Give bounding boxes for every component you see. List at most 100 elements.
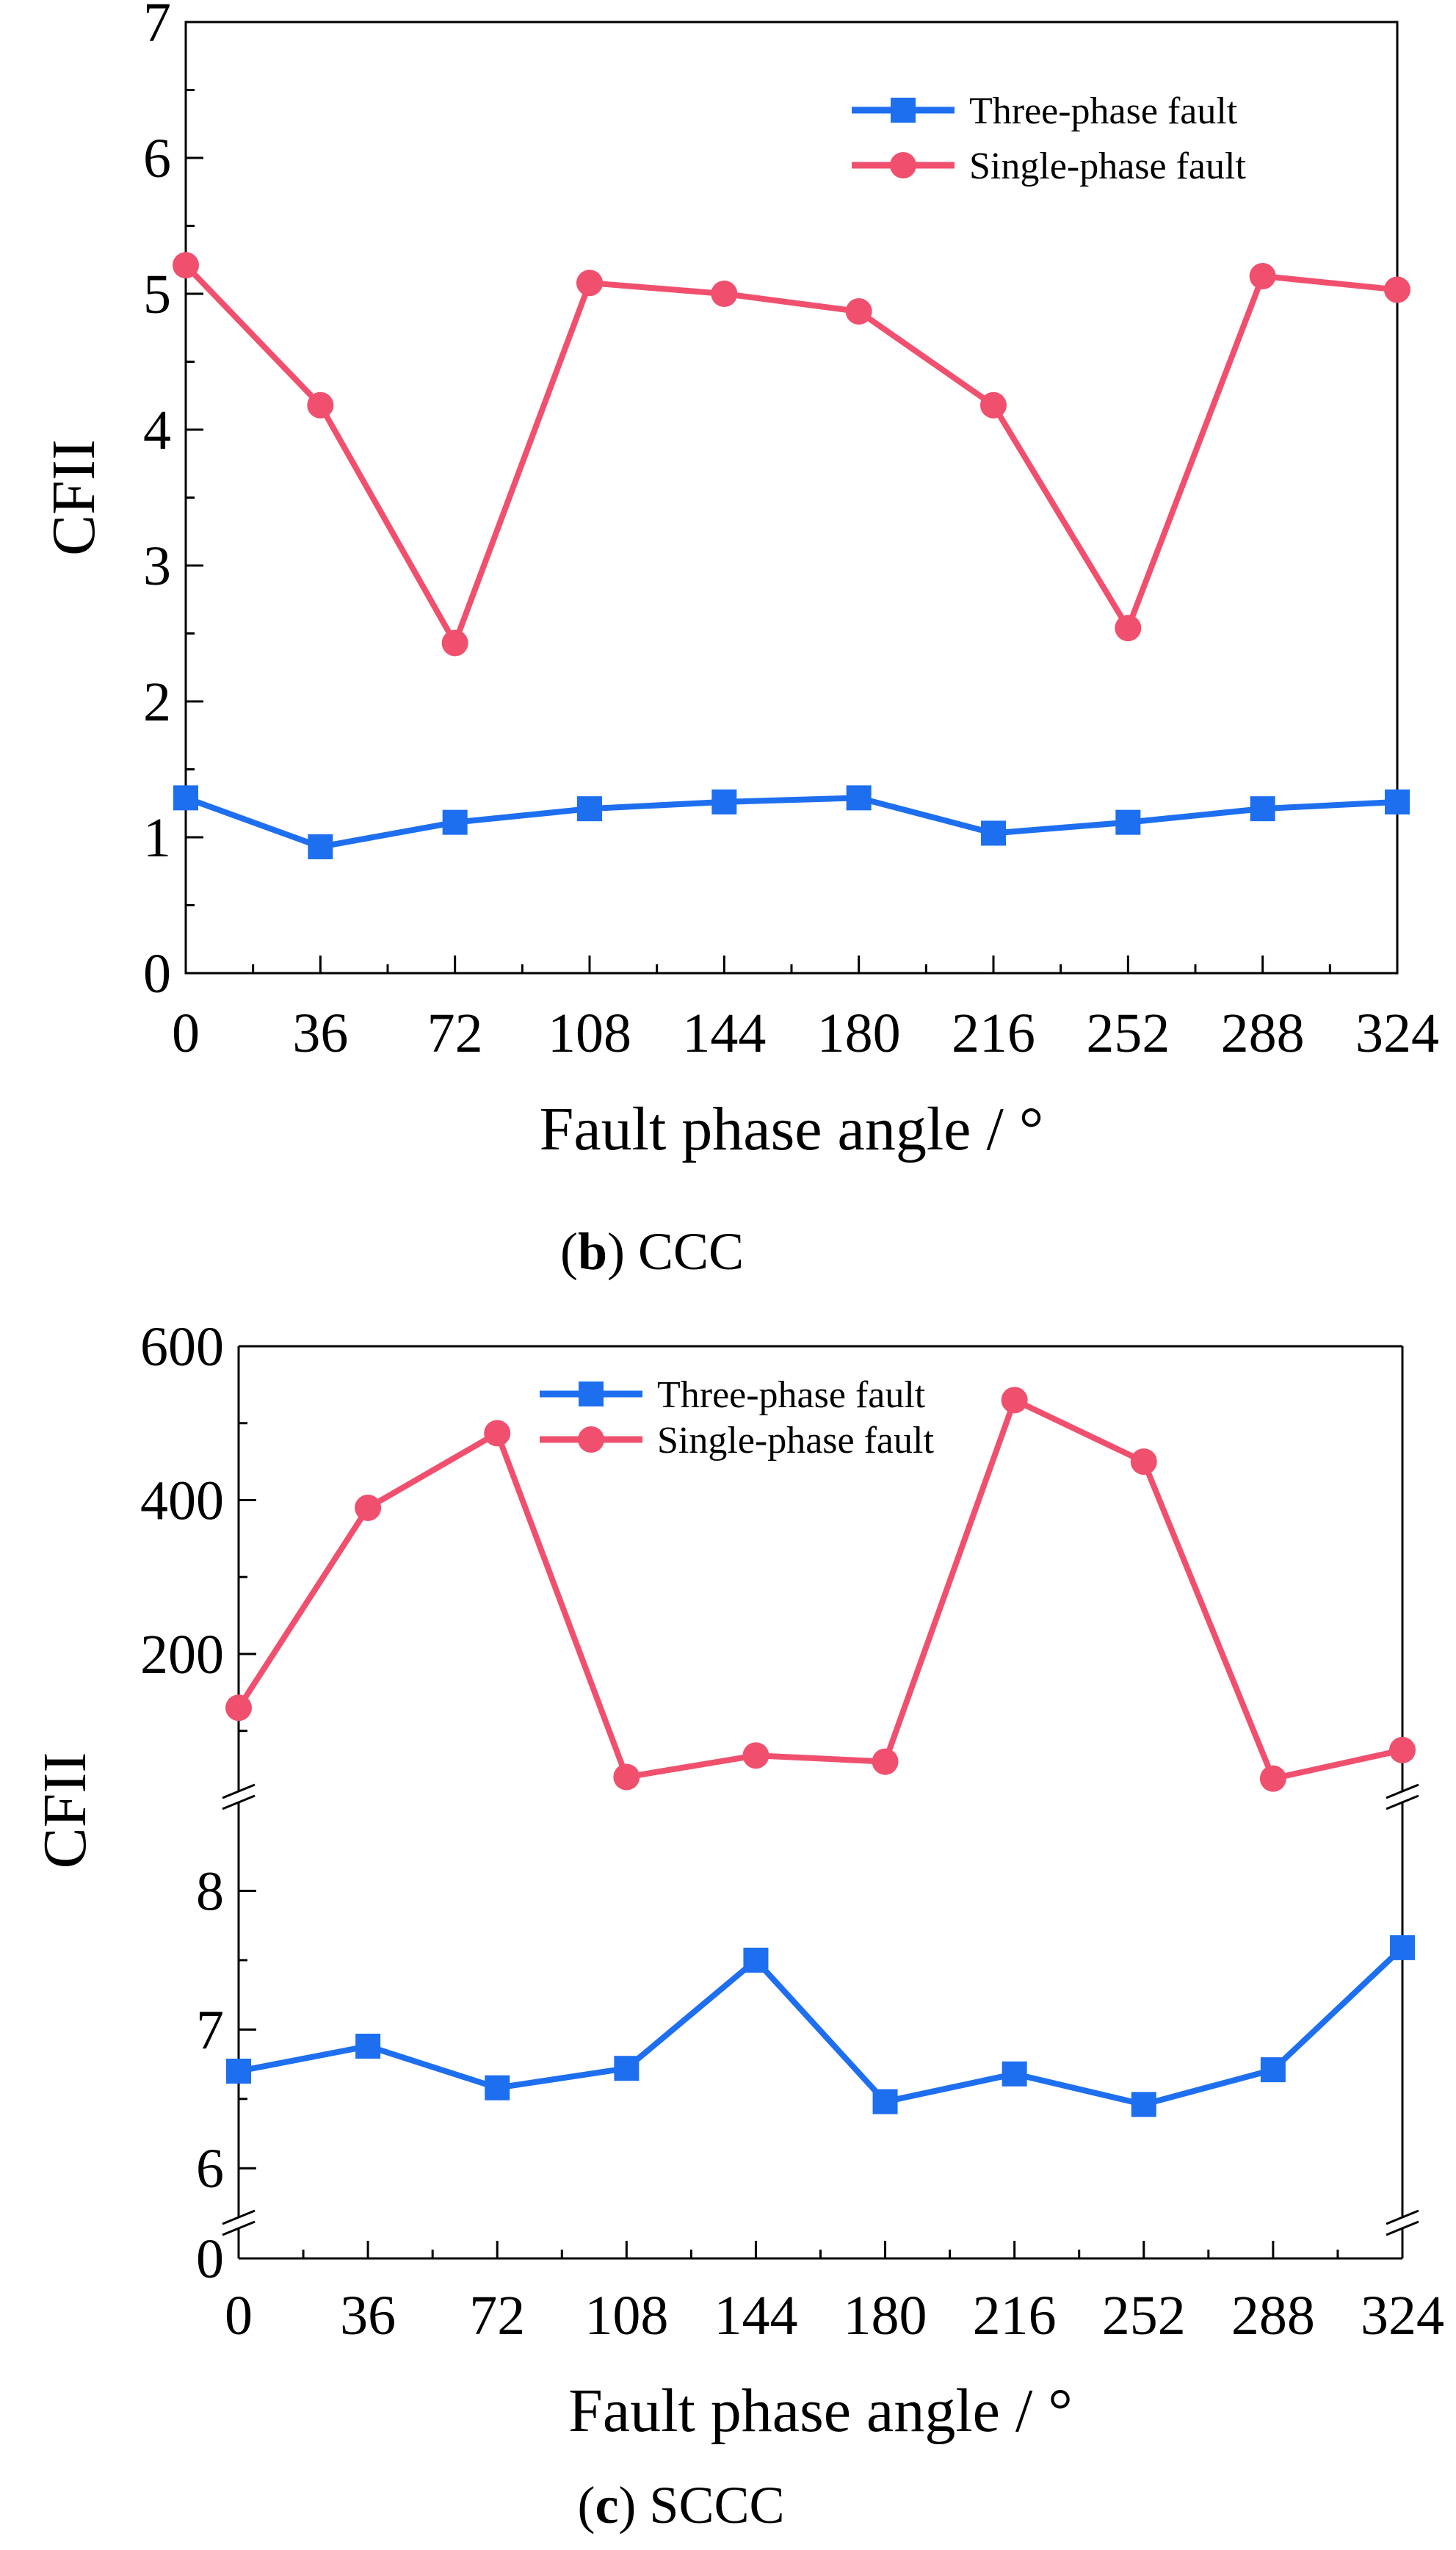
- x-tick-label: 36: [340, 2285, 396, 2347]
- data-point: [1130, 1448, 1157, 1476]
- data-point: [1259, 1765, 1286, 1792]
- data-point: [1115, 615, 1142, 642]
- data-point: [981, 820, 1006, 846]
- caption-paren: ): [607, 1222, 638, 1281]
- chart-b-ccc: 0 1 2 3 4 5 6 7 0 36 72 108 144 180 216 252 288 324 Fault …: [40, 0, 1439, 1281]
- data-point: [441, 629, 468, 657]
- data-point: [1250, 796, 1275, 822]
- axis-break-mark: [222, 1783, 256, 1799]
- x-tick-label: 288: [1231, 2285, 1315, 2347]
- data-point: [614, 2056, 640, 2081]
- x-tick-label: 108: [584, 2285, 668, 2347]
- series-line: [236, 1397, 1403, 1782]
- data-point: [1131, 2092, 1156, 2117]
- data-point: [872, 2089, 898, 2114]
- y-tick-label: 6: [196, 2138, 224, 2200]
- x-tick-label: 180: [817, 1003, 901, 1064]
- data-point: [1249, 262, 1276, 289]
- y-tick-label: 4: [143, 400, 171, 461]
- data-point: [1384, 276, 1410, 303]
- caption-paren: ): [618, 2476, 649, 2535]
- data-point: [980, 391, 1007, 419]
- x-axis-title: Fault phase angle / °: [568, 2377, 1073, 2445]
- y-tick-label: 8: [196, 1860, 224, 1922]
- data-point: [355, 2034, 381, 2059]
- legend-label: Three-phase fault: [657, 1374, 926, 1416]
- axis-break-mark: [1386, 1783, 1419, 1799]
- x-tick-label: 288: [1221, 1003, 1305, 1064]
- series-line: [184, 263, 1398, 646]
- legend-marker: [890, 152, 916, 178]
- series-line: [184, 795, 1398, 850]
- axis-break-mark: [1386, 2209, 1419, 2225]
- x-tick-label: 0: [225, 2285, 253, 2347]
- x-tick-label: 324: [1361, 2285, 1444, 2347]
- y-tick-label: 7: [143, 0, 171, 54]
- data-point: [173, 785, 198, 811]
- data-point: [442, 809, 468, 835]
- data-point: [742, 1742, 769, 1769]
- series-line: [238, 1945, 1405, 2108]
- y-tick-label: 6: [143, 128, 171, 189]
- caption-letter: b: [578, 1222, 607, 1281]
- x-tick-label: 180: [844, 2285, 927, 2347]
- y-axis-title: CFII: [31, 1752, 99, 1869]
- axis-break-mark: [222, 1794, 256, 1810]
- y-tick-label: 7: [196, 1999, 224, 2061]
- data-point: [1001, 1387, 1028, 1414]
- x-tick-label: 108: [548, 1003, 631, 1064]
- y-tick-label: 2: [143, 671, 171, 733]
- data-point: [1389, 1736, 1416, 1763]
- data-point: [743, 1947, 769, 1973]
- data-point: [1115, 809, 1141, 835]
- y-axis-title: CFII: [40, 439, 108, 556]
- data-point: [355, 1494, 382, 1521]
- x-tick-label: 144: [714, 2285, 797, 2347]
- legend-label: Single-phase fault: [969, 145, 1246, 187]
- x-tick-label: 324: [1355, 1003, 1439, 1064]
- data-point: [577, 796, 602, 822]
- data-point: [1002, 2061, 1027, 2087]
- data-point: [1390, 1935, 1415, 1960]
- legend-marker: [891, 98, 916, 123]
- legend-label: Three-phase fault: [969, 90, 1238, 132]
- legend-marker: [579, 1381, 604, 1406]
- caption-text: CCC: [638, 1222, 744, 1281]
- x-tick-label: 216: [973, 2285, 1057, 2347]
- y-tick-label: 400: [140, 1470, 224, 1531]
- data-point: [173, 252, 199, 279]
- caption-paren: (: [577, 2476, 595, 2535]
- data-point: [1385, 789, 1410, 815]
- data-point: [711, 789, 737, 815]
- x-tick-label: 36: [292, 1003, 348, 1064]
- data-point: [872, 1748, 899, 1775]
- data-point: [485, 2075, 510, 2101]
- y-tick-label: 0: [196, 2228, 224, 2290]
- x-tick-label: 252: [1102, 2285, 1186, 2347]
- y-tick-label: 3: [143, 535, 171, 597]
- y-tick-label: 600: [140, 1316, 224, 1378]
- axis-break-mark: [1386, 1794, 1419, 1810]
- data-point: [225, 1694, 252, 1722]
- x-tick-label: 252: [1086, 1003, 1170, 1064]
- x-tick-label: 216: [952, 1003, 1035, 1064]
- data-point: [307, 391, 334, 419]
- data-point: [1260, 2057, 1286, 2083]
- chart-c-sccc: 200 400 600 6 7 8 00 36 72 108 144 180 216 252 288 324 F…: [31, 1316, 1444, 2535]
- x-axis-title: Fault phase angle / °: [540, 1095, 1044, 1163]
- figure-caption: (c) SCCC: [577, 2476, 784, 2535]
- caption-text: SCCC: [649, 2476, 784, 2535]
- legend-marker: [578, 1426, 604, 1453]
- caption-paren: (: [560, 1222, 578, 1281]
- data-point: [576, 270, 603, 297]
- x-tick-label: 72: [427, 1003, 483, 1064]
- x-tick-label: 72: [469, 2285, 525, 2347]
- axis-break-mark: [222, 2220, 256, 2236]
- data-point: [226, 2059, 251, 2084]
- legend-label: Single-phase fault: [657, 1420, 934, 1462]
- y-tick-label: 1: [143, 807, 171, 869]
- data-point: [484, 1420, 511, 1447]
- axis-break-mark: [1386, 2220, 1419, 2236]
- data-point: [308, 834, 333, 859]
